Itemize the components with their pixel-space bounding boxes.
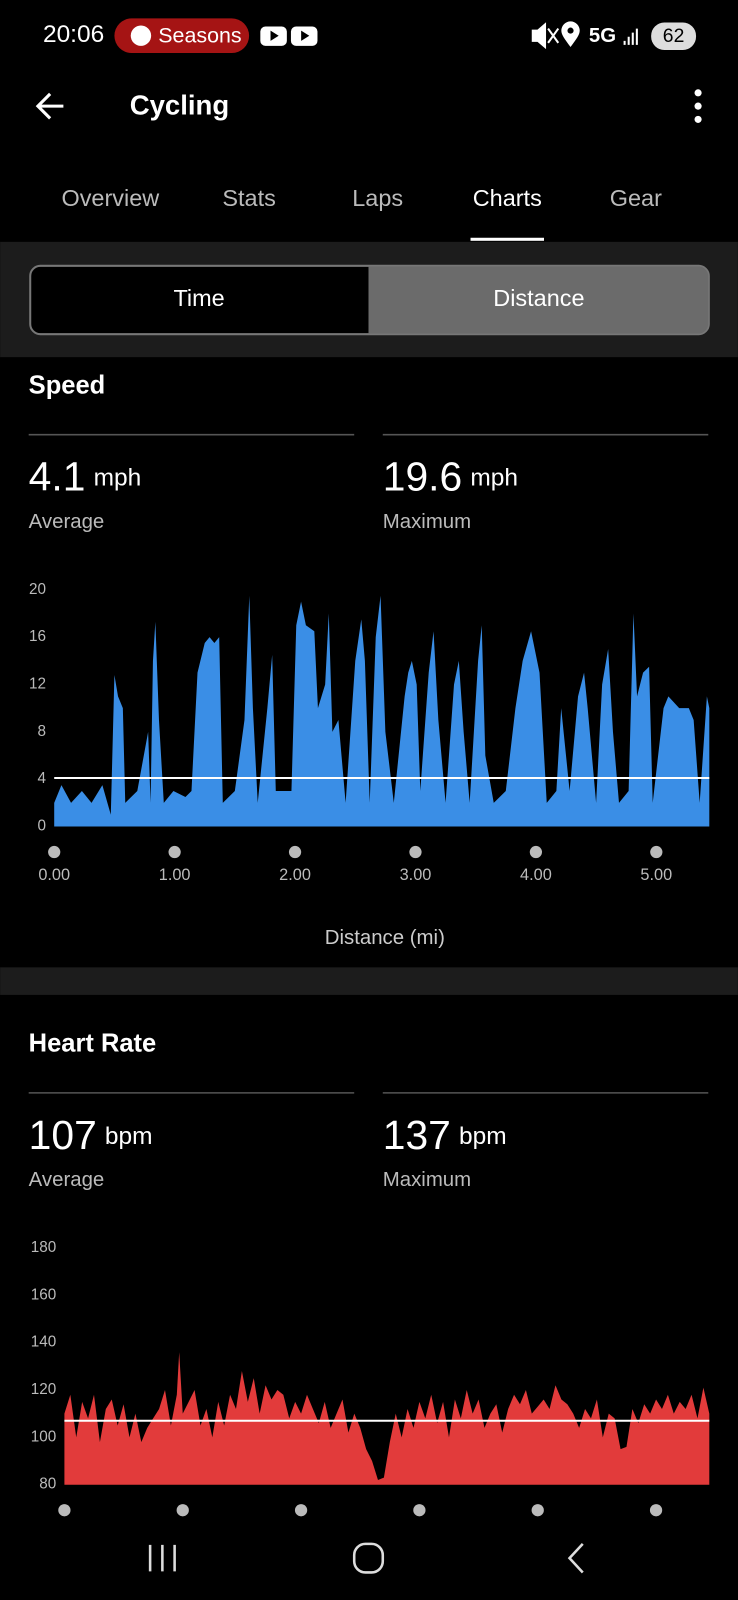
battery-level: 62 (663, 25, 685, 47)
app-icon (130, 25, 152, 46)
x-tick-dot (413, 1504, 426, 1517)
area (54, 595, 710, 827)
y-tick-label: 4 (38, 770, 47, 787)
battery (651, 22, 697, 50)
section-title: Speed (29, 371, 106, 399)
menu-button[interactable] (694, 89, 702, 123)
area (64, 1352, 710, 1485)
x-tick-label: 2.00 (279, 866, 311, 884)
x-tick-dot (650, 845, 663, 859)
page-title: Cycling (130, 89, 230, 120)
tab-indicator (470, 237, 544, 241)
x-tick-dot (294, 1504, 308, 1517)
stat-value: 107 bpm (29, 1112, 153, 1158)
clock: 20:06 (43, 21, 104, 48)
x-tick-label: 3.00 (400, 866, 432, 884)
signal-icon (623, 28, 638, 45)
tab[interactable]: Laps (352, 185, 403, 211)
stat-value: 4.1 mph (29, 453, 141, 499)
x-tick-dot (531, 1504, 544, 1517)
x-tick-label: 1.00 (159, 866, 191, 884)
toggle-option[interactable]: Time (173, 285, 224, 311)
stat-label: Average (29, 511, 105, 533)
home-button[interactable] (352, 1542, 385, 1574)
app-pill-label: Seasons (158, 23, 241, 47)
tab[interactable]: Overview (61, 185, 159, 211)
play-glyph (270, 30, 310, 41)
stat-value: 19.6 mph (383, 453, 518, 499)
y-tick-label: 80 (39, 1476, 56, 1493)
x-tick-dot (649, 1504, 663, 1517)
toggle-selected (368, 266, 709, 334)
location-icon (561, 21, 580, 47)
stat-label: Maximum (383, 1169, 471, 1191)
tab-bar: Overview Stats Laps Charts Gear (61, 185, 662, 241)
stat-value: 137 bpm (383, 1112, 507, 1158)
stat-unit: bpm (105, 1123, 153, 1150)
stat-number: 4.1 (29, 453, 86, 499)
network: 5G (589, 25, 616, 47)
mute-icon (531, 22, 560, 50)
stat-number: 107 (29, 1112, 97, 1158)
section-divider (0, 967, 738, 995)
stat-label: Average (29, 1169, 105, 1191)
x-tick-dot (529, 845, 543, 859)
y-tick-label: 0 (38, 818, 47, 835)
x-tick-dot (288, 845, 302, 859)
section-title: Heart Rate (29, 1030, 157, 1058)
stat-label: Maximum (383, 511, 471, 533)
location-dot (567, 27, 574, 34)
x-tick-dot (168, 845, 181, 859)
toggle-option[interactable]: Distance (493, 285, 584, 311)
nav-bar (0, 1520, 738, 1600)
y-tick-label: 8 (38, 723, 47, 740)
stat-unit: mph (470, 465, 518, 492)
tab[interactable]: Charts (473, 185, 542, 211)
y-tick-label: 120 (31, 1381, 57, 1398)
stat-unit: bpm (459, 1123, 507, 1150)
back-button[interactable] (35, 92, 64, 120)
tab[interactable]: Stats (222, 185, 275, 211)
tab[interactable]: Gear (610, 185, 662, 211)
x-axis-label: Distance (mi) (325, 927, 445, 949)
y-tick-label: 160 (31, 1286, 57, 1303)
charts: Speed 4.1 mph Average 19.6 mph Maximum 0 4 8 12 16 2… (28, 371, 710, 1517)
stat-number: 137 (383, 1112, 451, 1158)
app-pill[interactable] (114, 18, 250, 54)
y-tick-label: 16 (29, 628, 46, 645)
y-tick-label: 180 (31, 1239, 57, 1256)
x-tick-dot (176, 1504, 189, 1517)
y-tick-label: 20 (29, 581, 46, 598)
y-tick-label: 12 (29, 676, 46, 693)
stat-number: 19.6 (383, 453, 462, 499)
x-tick-label: 4.00 (520, 866, 552, 884)
back-nav-button[interactable] (567, 1543, 584, 1574)
x-tick-dot (58, 1504, 71, 1517)
y-tick-label: 100 (31, 1428, 57, 1445)
recents-button[interactable] (148, 1544, 176, 1572)
x-tick-dot (409, 845, 422, 859)
x-tick-label: 5.00 (640, 866, 672, 884)
x-tick-label: 0.00 (38, 866, 70, 884)
x-tick-dot (48, 845, 61, 859)
stat-unit: mph (94, 465, 142, 492)
y-tick-label: 140 (31, 1334, 57, 1351)
